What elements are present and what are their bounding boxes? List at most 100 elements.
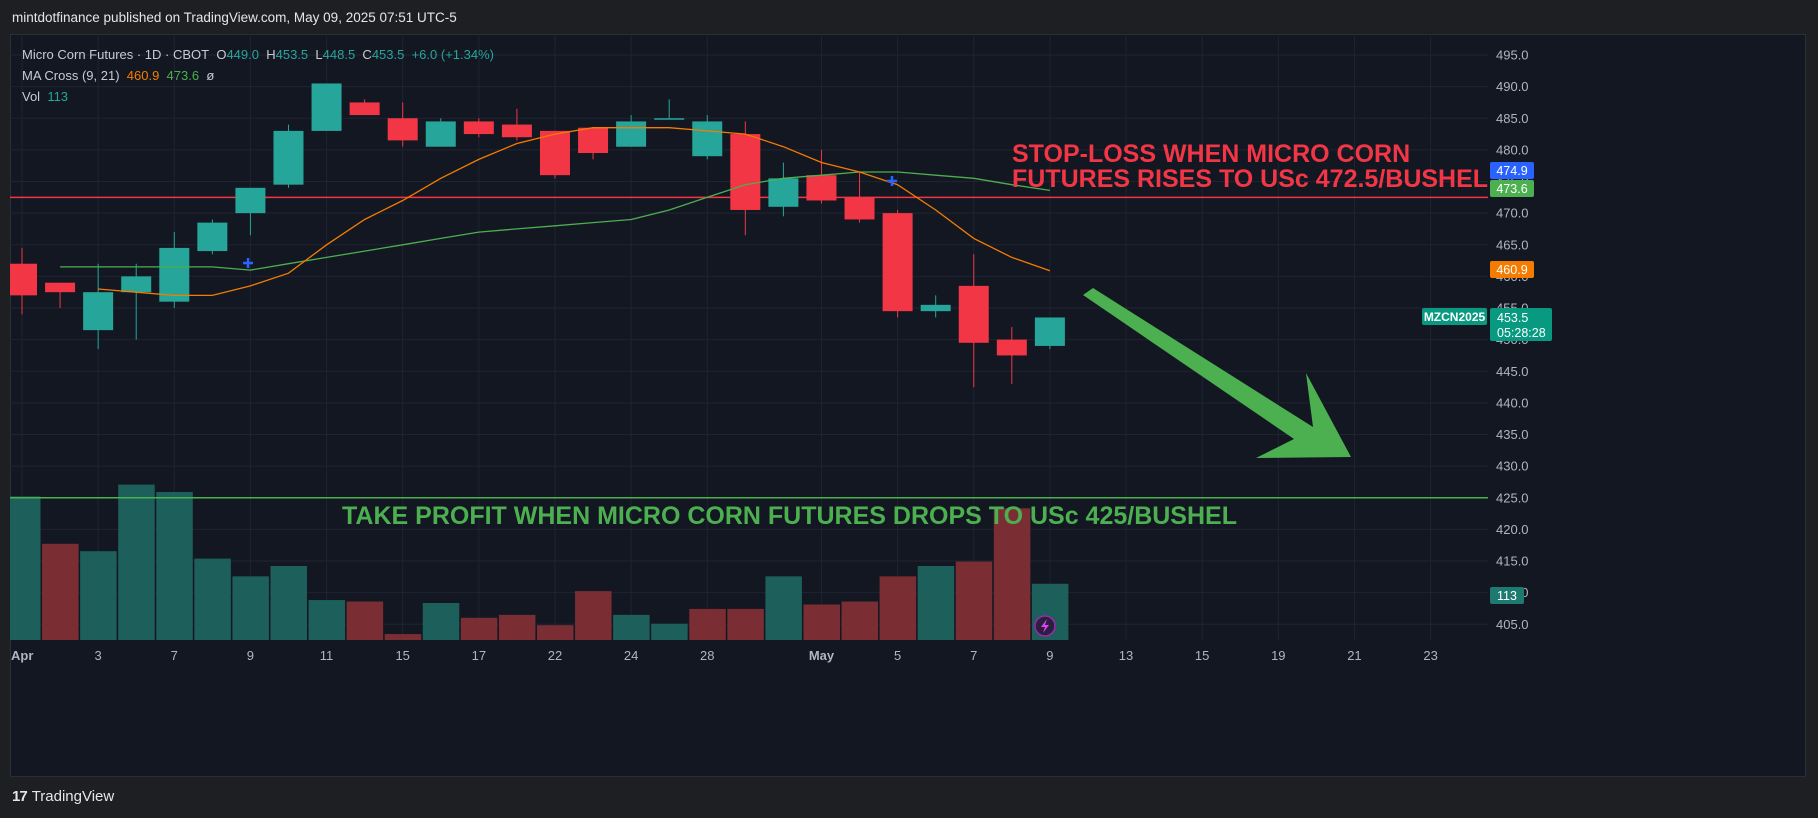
candle-8 — [311, 83, 342, 131]
candle-22 — [844, 172, 875, 223]
volume-bar-16 — [613, 614, 650, 640]
candle-0 — [10, 247, 37, 315]
candle-15 — [578, 127, 609, 160]
tag-ma-fast: 460.9 — [1490, 261, 1534, 278]
y-tick-15: 420.0 — [1496, 522, 1529, 537]
legend-vol-row: Vol 113 — [22, 86, 494, 107]
x-tick-1: 3 — [95, 648, 102, 663]
tag-volume: 113 — [1490, 587, 1524, 604]
candle-3 — [121, 263, 152, 340]
published-text: mintdotfinance published on TradingView.… — [12, 10, 457, 25]
x-tick-4: 11 — [320, 648, 334, 663]
tag-symbol: MZCN2025 — [1422, 308, 1487, 325]
volume-bar-15 — [575, 591, 612, 640]
candlesticks — [10, 83, 1065, 388]
volume-bar-20 — [765, 576, 802, 640]
volume-bar-11 — [422, 603, 460, 640]
svg-text:453.5: 453.5 — [1497, 311, 1528, 325]
candle-21 — [806, 149, 837, 204]
change-value: +6.0 (+1.34%) — [411, 47, 494, 62]
cross-marker-2 — [887, 176, 897, 186]
candle-20 — [768, 162, 799, 217]
x-tick-0: Apr — [11, 648, 33, 663]
y-tick-0: 495.0 — [1496, 48, 1529, 63]
x-tick-15: 15 — [1195, 648, 1209, 663]
chart-legend: Micro Corn Futures · 1D · CBOT O449.0 H4… — [22, 44, 494, 107]
candle-25 — [958, 254, 989, 388]
x-tick-10: May — [809, 648, 835, 663]
open-value: 449.0 — [226, 47, 259, 62]
x-tick-16: 19 — [1271, 648, 1285, 663]
volume-bar-4 — [156, 492, 193, 640]
x-tick-14: 13 — [1119, 648, 1133, 663]
tag-ma-slow: 473.6 — [1490, 180, 1534, 197]
volume-bar-26 — [993, 508, 1031, 640]
svg-text:474.9: 474.9 — [1496, 164, 1527, 178]
volume-bar-10 — [384, 634, 422, 640]
ma-cross-markers — [243, 176, 897, 268]
x-tick-7: 22 — [548, 648, 562, 663]
x-tick-11: 5 — [894, 648, 901, 663]
legend-symbol-row: Micro Corn Futures · 1D · CBOT O449.0 H4… — [22, 47, 494, 62]
candle-11 — [425, 118, 456, 147]
candle-6 — [235, 187, 266, 236]
volume-bar-17 — [651, 623, 688, 640]
volume-bar-3 — [118, 484, 155, 640]
candle-17 — [654, 99, 685, 120]
down-arrow-icon — [1083, 288, 1351, 458]
candle-2 — [83, 263, 114, 350]
candle-24 — [920, 295, 951, 318]
candle-12 — [463, 118, 494, 138]
footer: 17 TradingView — [12, 788, 114, 805]
volume-bar-13 — [498, 614, 536, 640]
y-tick-13: 430.0 — [1496, 459, 1529, 474]
x-tick-17: 21 — [1347, 648, 1361, 663]
volume-bar-24 — [917, 566, 955, 640]
candle-10 — [387, 102, 418, 147]
volume-bar-2 — [80, 551, 117, 640]
candle-5 — [197, 219, 228, 255]
price-chart[interactable]: STOP-LOSS WHEN MICRO CORN FUTURES RISES … — [10, 34, 1804, 775]
y-tick-11: 440.0 — [1496, 395, 1529, 410]
footer-brand: TradingView — [31, 788, 115, 805]
svg-text:113: 113 — [1497, 589, 1517, 603]
volume-bar-18 — [689, 608, 726, 640]
chart-frame[interactable] — [10, 34, 1806, 777]
volume-bars — [10, 484, 1069, 640]
chart-grid — [10, 34, 1488, 640]
candle-13 — [501, 108, 532, 141]
volume-bar-19 — [727, 608, 764, 640]
svg-text:473.6: 473.6 — [1496, 182, 1527, 196]
top-bar: mintdotfinance published on TradingView.… — [0, 0, 1818, 34]
volume-bar-23 — [879, 576, 917, 640]
time-axis: Apr 3 7 9 11 15 17 22 24 28 May 5 7 9 13 15 19 21 23 — [11, 648, 1438, 663]
x-tick-2: 7 — [171, 648, 178, 663]
volume-bar-8 — [308, 600, 346, 640]
y-tick-16: 415.0 — [1496, 554, 1529, 569]
candle-16 — [616, 115, 647, 147]
y-tick-5: 470.0 — [1496, 206, 1529, 221]
stop-loss-annotation-line2: FUTURES RISES TO USc 472.5/BUSHEL — [1012, 165, 1488, 193]
ma-extra: ø — [206, 68, 215, 83]
ma-slow-line — [60, 171, 1050, 271]
x-tick-12: 7 — [970, 648, 977, 663]
candle-18 — [692, 115, 723, 160]
vol-value: 113 — [47, 89, 69, 104]
lightning-icon — [1034, 615, 1056, 637]
take-profit-annotation: TAKE PROFIT WHEN MICRO CORN FUTURES DROP… — [342, 502, 1237, 530]
svg-text:05:28:28: 05:28:28 — [1497, 326, 1546, 340]
volume-bar-1 — [42, 543, 79, 640]
volume-bar-25 — [955, 561, 993, 640]
legend-ma-row: MA Cross (9, 21) 460.9 473.6 ø — [22, 65, 494, 86]
high-value: 453.5 — [275, 47, 309, 62]
x-tick-9: 28 — [700, 648, 714, 663]
svg-text:460.9: 460.9 — [1496, 263, 1527, 277]
ma-label: MA Cross (9, 21) — [22, 68, 120, 83]
tag-ma-high: 474.9 — [1490, 162, 1534, 179]
volume-bar-7 — [270, 566, 307, 640]
x-tick-3: 9 — [247, 648, 254, 663]
x-tick-5: 15 — [395, 648, 409, 663]
volume-bar-0 — [10, 496, 41, 640]
y-tick-14: 425.0 — [1496, 490, 1529, 505]
x-tick-18: 23 — [1423, 648, 1437, 663]
